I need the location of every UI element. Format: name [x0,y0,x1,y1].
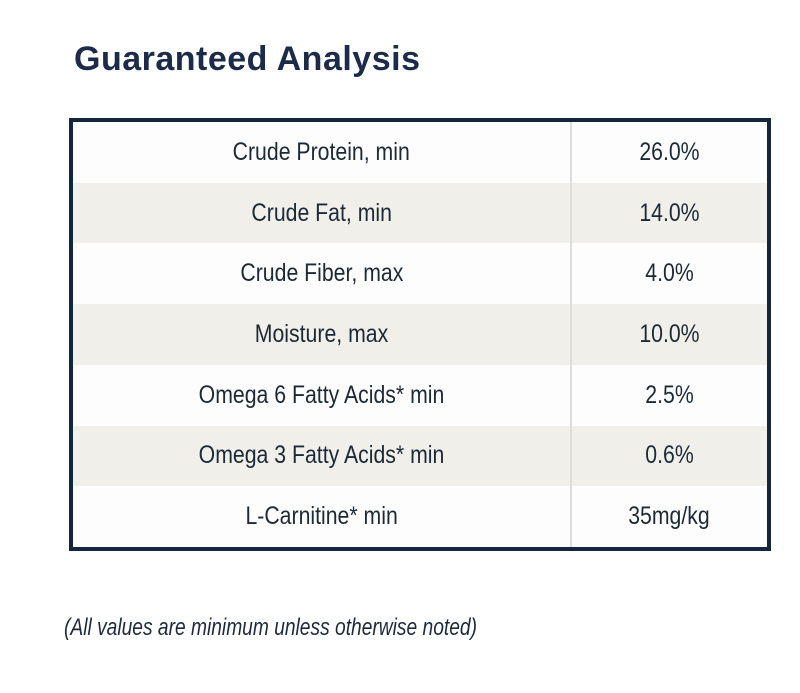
nutrient-value-cell: 10.0% [569,304,767,365]
table-row: Omega 6 Fatty Acids* min 2.5% [73,364,767,426]
nutrient-label-cell: Crude Fat, min [73,183,570,244]
nutrient-value: 26.0% [639,137,700,166]
nutrient-label-cell: Crude Fiber, max [73,243,570,304]
nutrient-label-cell: Omega 3 Fatty Acids* min [73,426,570,487]
nutrient-label: Crude Fat, min [251,198,392,227]
table-row: L-Carnitine* min 35mg/kg [73,486,767,548]
nutrient-value: 2.5% [645,380,694,409]
nutrient-value-cell: 35mg/kg [569,486,767,548]
footnote-text: (All values are minimum unless otherwise… [64,614,477,641]
table-row: Crude Fiber, max 4.0% [73,243,767,305]
nutrient-value: 4.0% [645,259,694,288]
nutrient-label: Omega 6 Fatty Acids* min [198,380,445,409]
table-row: Omega 3 Fatty Acids* min 0.6% [73,425,767,487]
nutrient-value-cell: 2.5% [569,364,767,426]
nutrient-label: Omega 3 Fatty Acids* min [198,441,445,470]
nutrient-label: Moisture, max [254,320,389,349]
nutrient-label: Crude Protein, min [232,137,411,166]
nutrient-label-cell: Omega 6 Fatty Acids* min [73,365,570,426]
nutrient-label-cell: Moisture, max [73,304,570,365]
table-row: Crude Fat, min 14.0% [73,182,767,244]
footnote: (All values are minimum unless otherwise… [64,614,580,642]
table-row: Moisture, max 10.0% [73,304,767,365]
nutrient-label: L-Carnitine* min [245,502,398,531]
nutrient-label-cell: L-Carnitine* min [73,486,570,547]
page-title: Guaranteed Analysis [74,40,421,78]
nutrient-value: 0.6% [645,441,694,470]
nutrient-value: 35mg/kg [628,502,711,531]
guaranteed-analysis-table: Crude Protein, min 26.0% Crude Fat, min … [69,118,771,551]
nutrient-value-cell: 14.0% [569,182,767,244]
nutrient-value: 14.0% [639,198,700,227]
nutrient-value-cell: 0.6% [569,425,767,487]
table-row: Crude Protein, min 26.0% [73,122,767,183]
nutrient-value: 10.0% [639,320,700,349]
nutrient-value-cell: 4.0% [569,243,767,305]
nutrient-label-cell: Crude Protein, min [73,122,570,183]
nutrient-label: Crude Fiber, max [239,259,403,288]
nutrient-value-cell: 26.0% [569,122,767,183]
